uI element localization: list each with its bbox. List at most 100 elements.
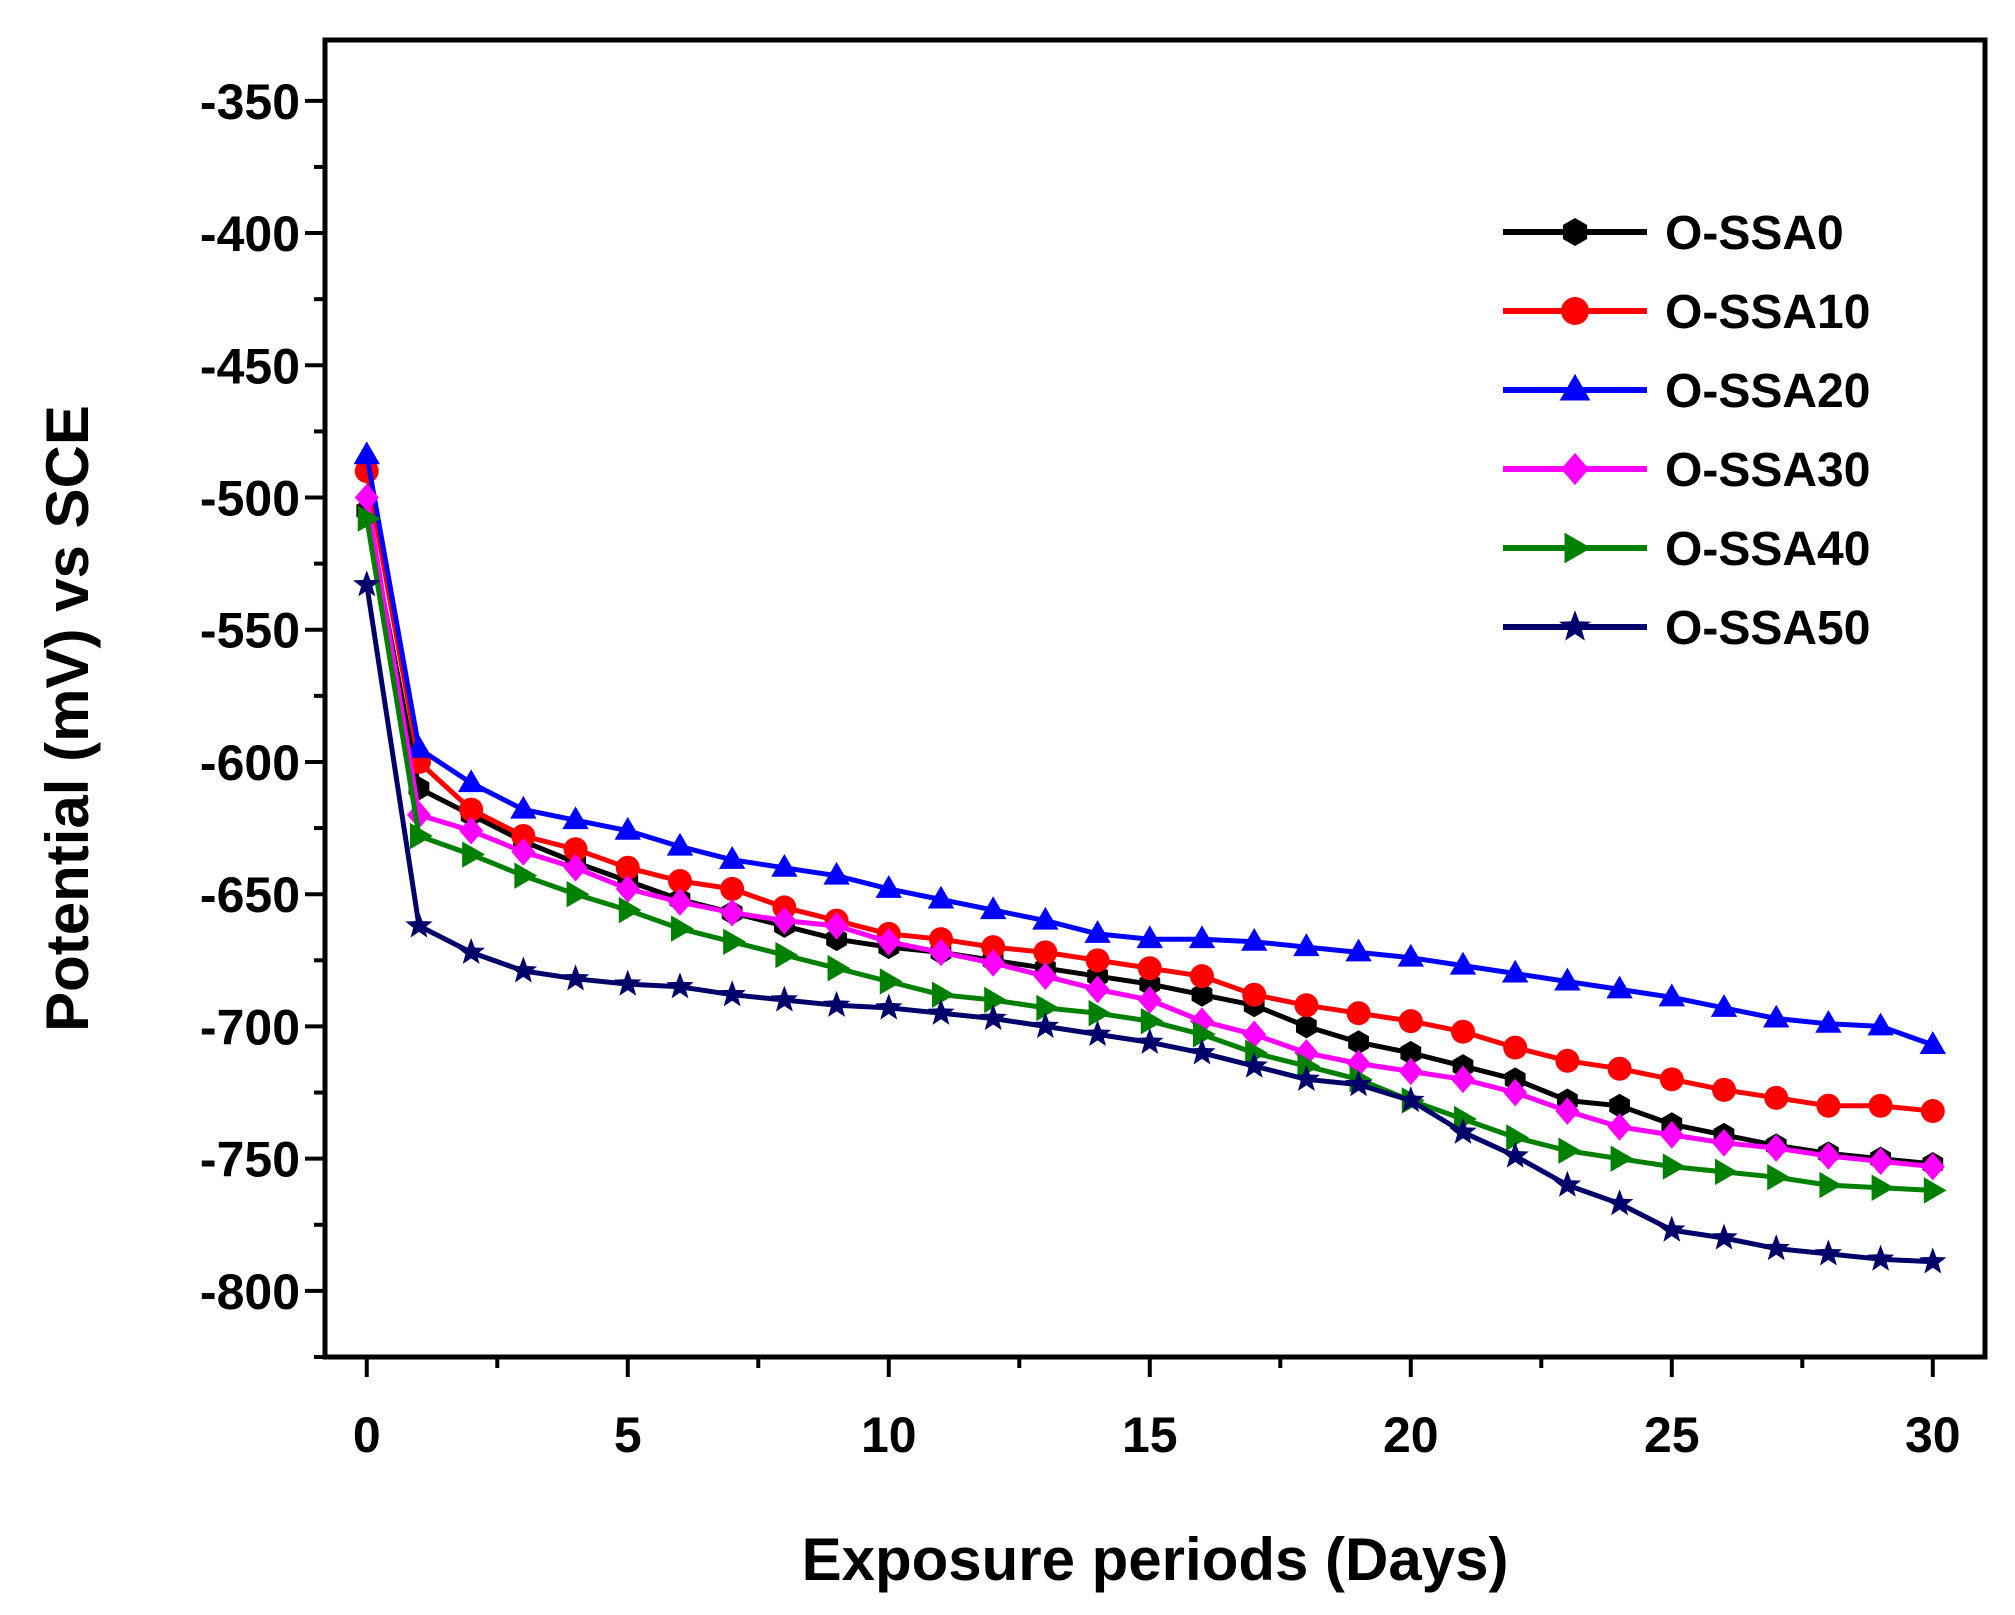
data-point-o-ssa40 xyxy=(618,896,642,924)
data-point-o-ssa50 xyxy=(1344,1070,1373,1097)
data-point-o-ssa30 xyxy=(1868,1147,1893,1176)
data-point-o-ssa50 xyxy=(614,969,642,996)
data-point-o-ssa40 xyxy=(514,862,538,889)
data-point-o-ssa20 xyxy=(1449,951,1477,975)
data-point-o-ssa30 xyxy=(1503,1078,1528,1107)
data-point-o-ssa30 xyxy=(824,912,849,940)
data-point-o-ssa30 xyxy=(1033,962,1058,990)
data-point-o-ssa50 xyxy=(875,993,903,1020)
data-point-o-ssa10 xyxy=(1920,1099,1945,1124)
data-point-o-ssa30 xyxy=(667,888,692,916)
data-point-o-ssa50 xyxy=(1605,1189,1634,1216)
data-point-o-ssa40 xyxy=(1245,1039,1268,1067)
data-point-o-ssa30 xyxy=(1711,1128,1736,1157)
x-tick-label: 0 xyxy=(353,1407,381,1463)
y-tick-label: -650 xyxy=(200,867,300,923)
data-point-o-ssa10 xyxy=(720,876,745,901)
x-tick-label: 20 xyxy=(1383,1407,1439,1463)
legend-item-o-ssa30: O-SSA30 xyxy=(1503,444,1870,497)
data-point-o-ssa30 xyxy=(1816,1142,1841,1170)
data-point-o-ssa20 xyxy=(1136,925,1163,949)
data-point-o-ssa40 xyxy=(1610,1145,1634,1172)
data-point-o-ssa50 xyxy=(1083,1019,1112,1047)
data-point-o-ssa10 xyxy=(1450,1019,1475,1044)
data-point-o-ssa20 xyxy=(1658,983,1685,1007)
series-o-ssa50 xyxy=(353,570,1947,1274)
data-point-o-ssa40 xyxy=(1558,1137,1582,1164)
data-point-o-ssa50 xyxy=(1814,1239,1843,1266)
data-point-o-ssa40 xyxy=(1714,1158,1738,1186)
data-point-o-ssa30 xyxy=(1607,1113,1632,1141)
data-point-o-ssa30 xyxy=(1242,1020,1267,1049)
data-point-o-ssa20 xyxy=(1606,975,1633,999)
data-point-o-ssa40 xyxy=(1923,1177,1947,1204)
tick-labels: 0 5 10 15 20 25 30 -350 -400 -450 -500 -550 -600 -650… xyxy=(200,74,1961,1463)
data-point-o-ssa20 xyxy=(353,441,380,465)
data-point-o-ssa30 xyxy=(1450,1065,1475,1094)
data-point-o-ssa50 xyxy=(1762,1234,1790,1261)
data-point-o-ssa30 xyxy=(1137,986,1162,1014)
data-point-o-ssa30 xyxy=(720,898,745,927)
data-point-o-ssa40 xyxy=(409,822,433,850)
data-point-o-ssa30 xyxy=(459,816,484,845)
data-point-o-ssa40 xyxy=(879,968,903,995)
data-point-o-ssa50 xyxy=(509,956,538,983)
data-point-o-ssa30 xyxy=(1920,1152,1945,1181)
data-point-o-ssa20 xyxy=(718,846,746,869)
data-point-o-ssa30 xyxy=(1398,1057,1423,1086)
data-point-o-ssa50 xyxy=(1397,1086,1425,1113)
data-point-o-ssa20 xyxy=(510,795,537,819)
y-tick-label: -350 xyxy=(200,74,300,130)
data-point-o-ssa10 xyxy=(1868,1093,1893,1118)
data-point-o-ssa50 xyxy=(1501,1141,1529,1168)
data-point-o-ssa10 xyxy=(1555,1048,1580,1073)
y-tick-label: -500 xyxy=(200,471,300,527)
x-tick-label: 30 xyxy=(1905,1407,1961,1463)
data-point-o-ssa0 xyxy=(1191,982,1213,1007)
data-point-o-ssa10 xyxy=(667,868,692,893)
data-point-o-ssa40 xyxy=(723,928,746,956)
legend-label-o-ssa10: O-SSA10 xyxy=(1665,286,1870,339)
data-point-o-ssa10 xyxy=(1607,1056,1632,1081)
data-point-o-ssa10 xyxy=(1503,1035,1528,1060)
data-point-o-ssa40 xyxy=(462,841,485,868)
data-point-o-ssa20 xyxy=(1867,1012,1894,1036)
x-tick-label: 15 xyxy=(1122,1407,1178,1463)
data-point-o-ssa20 xyxy=(1345,938,1372,962)
data-point-o-ssa20 xyxy=(614,816,641,840)
data-point-o-ssa10 xyxy=(563,837,588,862)
data-point-o-ssa50 xyxy=(927,998,955,1025)
y-tick-label: -700 xyxy=(200,999,300,1055)
data-point-o-ssa20 xyxy=(1762,1004,1790,1028)
data-point-o-ssa20 xyxy=(405,734,433,758)
data-point-o-ssa40 xyxy=(1088,1000,1112,1027)
data-point-o-ssa50 xyxy=(718,980,746,1007)
legend-label-o-ssa40: O-SSA40 xyxy=(1665,523,1870,576)
data-point-o-ssa40 xyxy=(827,955,851,982)
data-point-o-ssa50 xyxy=(979,1004,1007,1031)
data-point-o-ssa50 xyxy=(1866,1244,1895,1271)
data-point-o-ssa20 xyxy=(1710,994,1738,1017)
data-point-o-ssa20 xyxy=(457,769,485,793)
legend-item-o-ssa0: O-SSA0 xyxy=(1503,207,1844,260)
data-point-o-ssa50 xyxy=(1919,1247,1947,1274)
data-point-o-ssa20 xyxy=(1554,967,1581,991)
legend-item-o-ssa40: O-SSA40 xyxy=(1503,523,1870,576)
data-point-o-ssa50 xyxy=(666,972,694,999)
data-point-o-ssa30 xyxy=(928,938,953,967)
data-point-o-ssa50 xyxy=(561,964,590,991)
data-point-o-ssa10 xyxy=(1033,940,1058,965)
data-point-o-ssa20 xyxy=(979,896,1007,920)
data-point-o-ssa40 xyxy=(1192,1021,1216,1048)
data-point-o-ssa30 xyxy=(406,801,431,829)
legend-label-o-ssa30: O-SSA30 xyxy=(1665,444,1870,497)
data-point-o-ssa10 xyxy=(981,935,1006,960)
plot-frame xyxy=(322,37,1988,1360)
data-point-o-ssa50 xyxy=(457,937,485,965)
data-point-o-ssa50 xyxy=(1553,1170,1582,1197)
legend-label-o-ssa50: O-SSA50 xyxy=(1665,602,1870,655)
data-point-o-ssa20 xyxy=(1032,906,1059,930)
data-point-o-ssa50 xyxy=(822,990,851,1017)
data-point-o-ssa20 xyxy=(1919,1031,1946,1054)
